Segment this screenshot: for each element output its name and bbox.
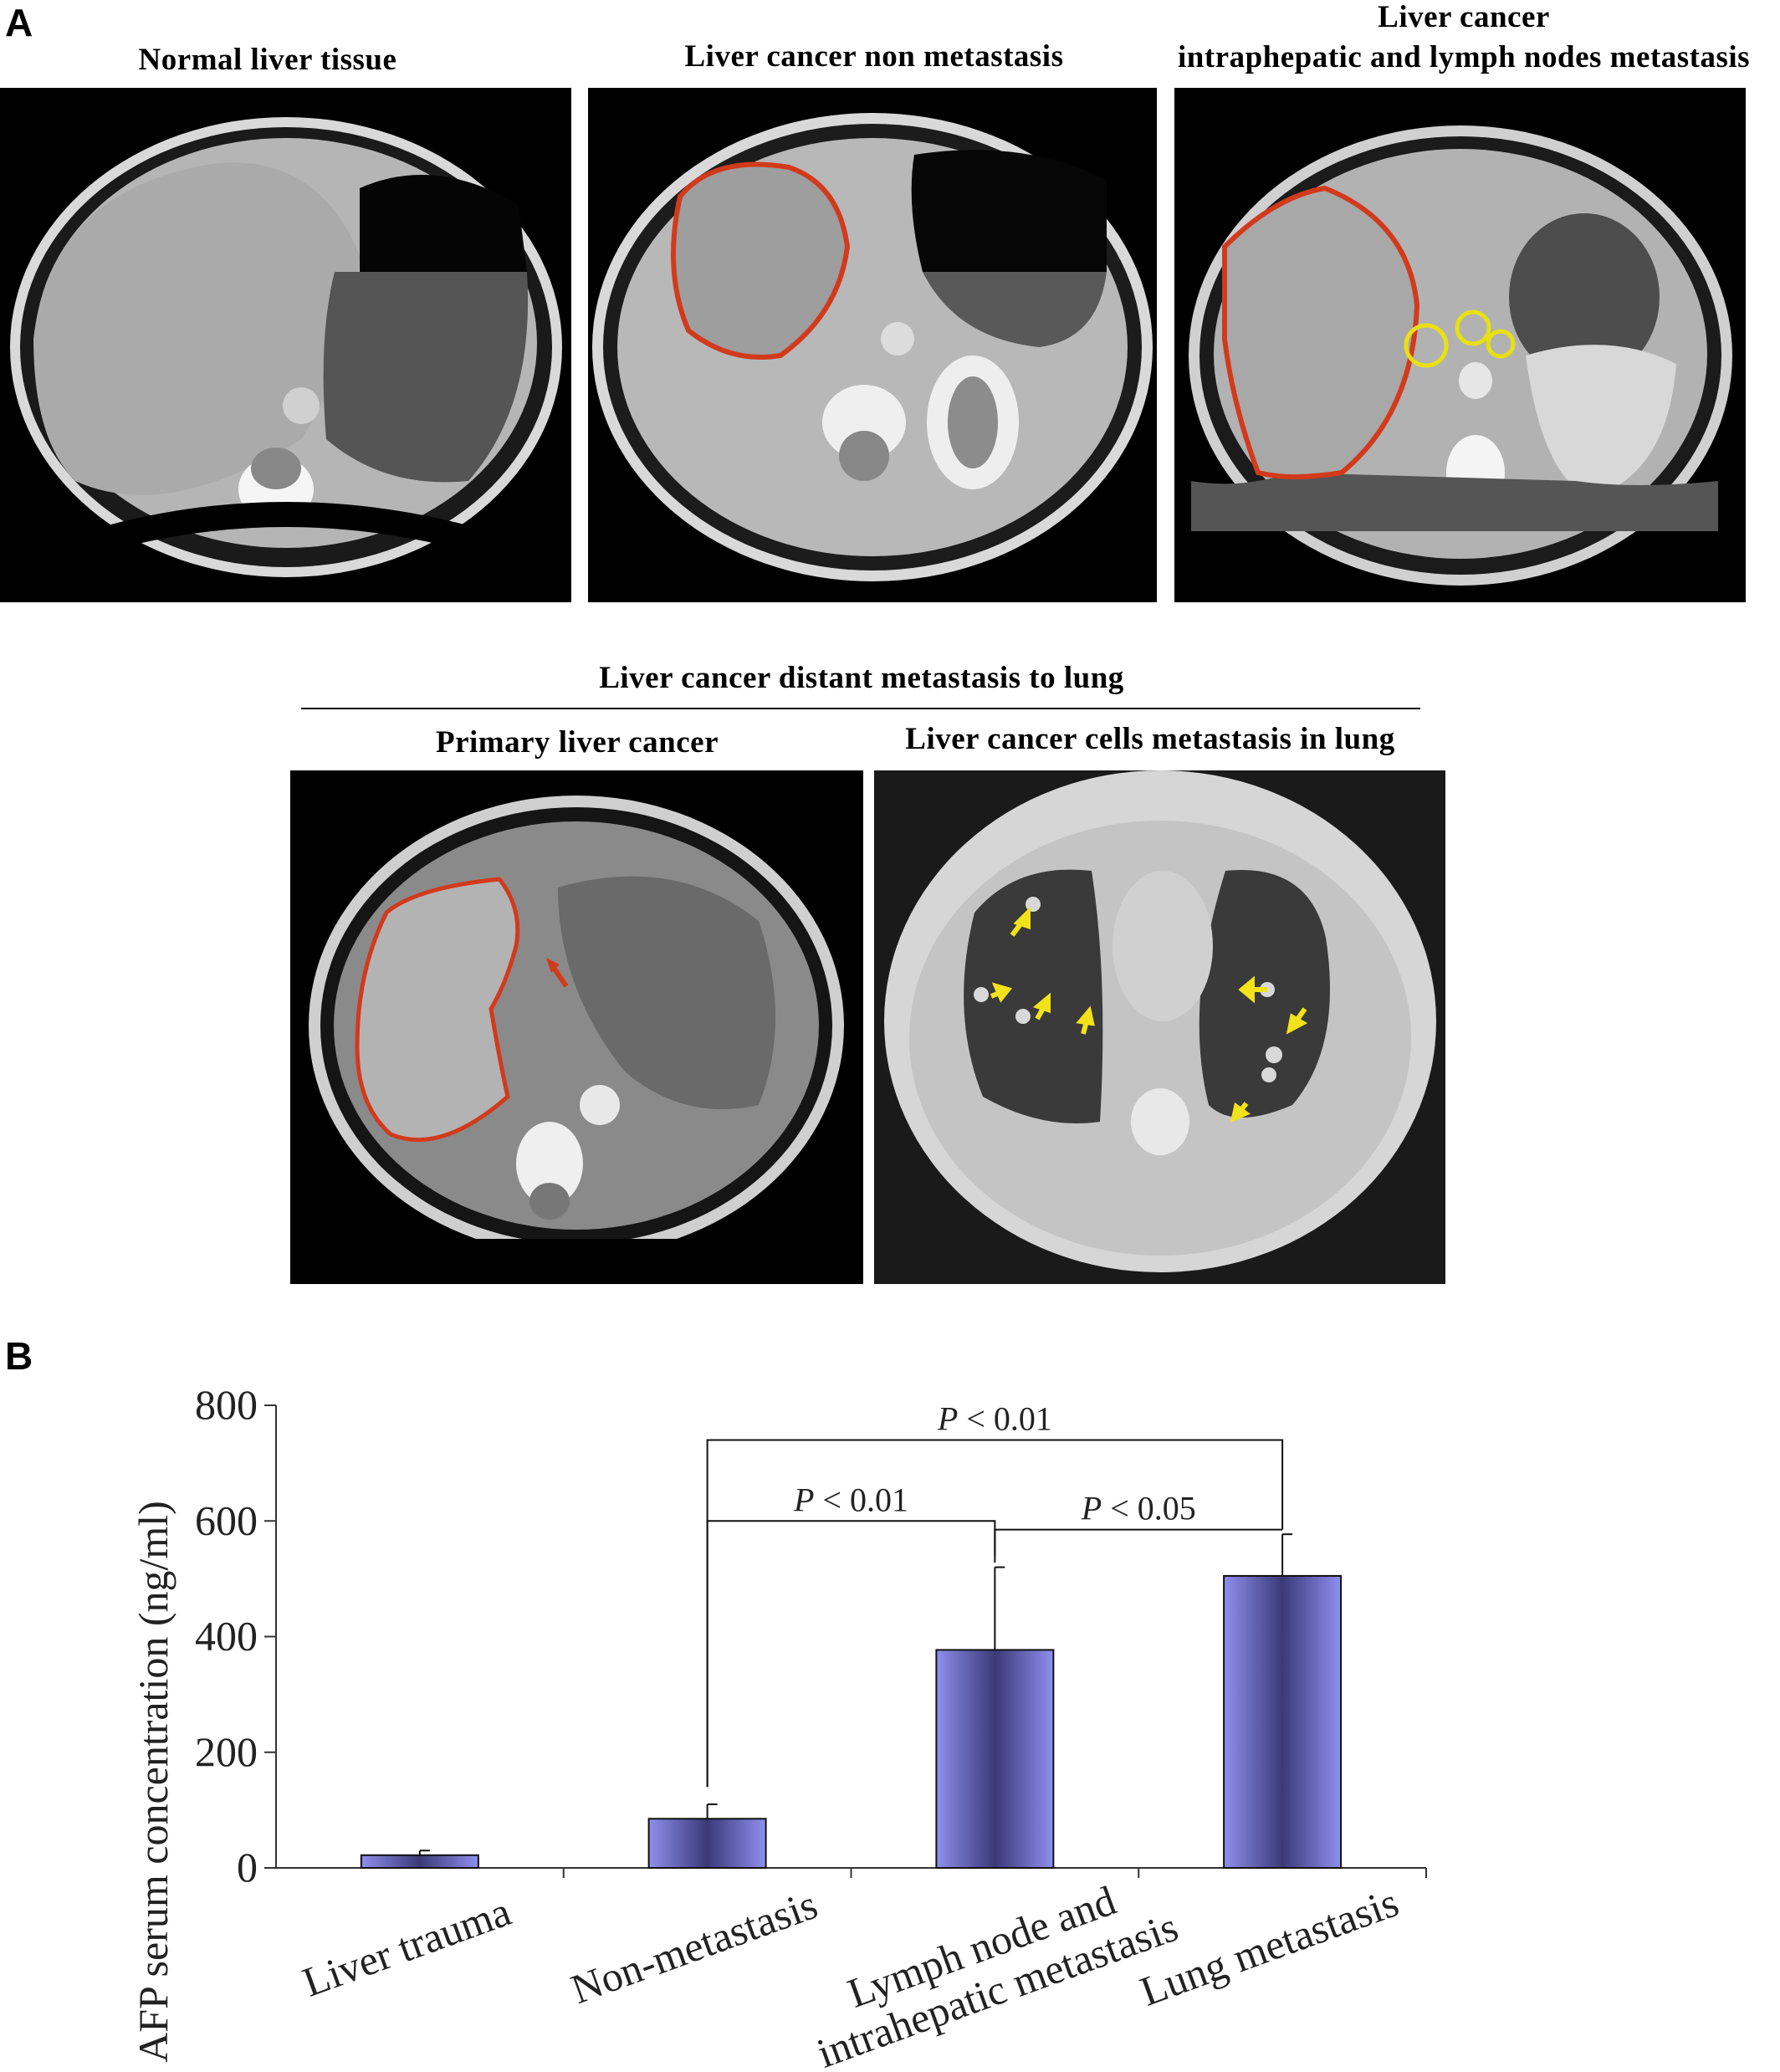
y-tick-label: 600 <box>195 1496 258 1543</box>
afp-bar-chart: AFP serum concentration (ng/ml) 0 200 400 6… <box>130 1381 1427 2072</box>
caption-lung-metastasis: Liver cancer cells metastasis in lung <box>905 722 1395 756</box>
bar <box>935 1649 1055 1869</box>
ct-image-intrahepatic-metastasis <box>1174 88 1746 602</box>
caption-non-metastasis: Liver cancer non metastasis <box>684 39 1064 74</box>
group-divider <box>301 708 1420 709</box>
bars <box>360 1533 1343 1870</box>
panel-a-label: A <box>5 1 33 44</box>
significance-label: P < 0.01 <box>793 1481 908 1518</box>
y-tick-label: 400 <box>195 1613 258 1660</box>
x-tick-labels: Liver trauma Non-metastasis Lymph node and… <box>297 1876 1404 2072</box>
tumor-outline <box>671 161 851 360</box>
significance-bracket <box>994 1528 1283 1556</box>
x-tick-label-group: Non-metastasis <box>565 1880 823 2013</box>
significance-label: P < 0.05 <box>1081 1490 1196 1527</box>
tumor-outline <box>355 877 520 1142</box>
x-tick-label: Liver trauma <box>297 1887 517 2005</box>
caption-distant-group: Liver cancer distant metastasis to lung <box>599 661 1124 695</box>
y-tick-label: 0 <box>237 1844 258 1890</box>
x-tick-label: Non-metastasis <box>565 1880 823 2013</box>
lymph-node-circle <box>1455 310 1491 346</box>
lymph-node-circle <box>1486 329 1516 359</box>
x-tick-label-group: Liver trauma <box>297 1887 517 2005</box>
ct-image-lung-metastasis <box>874 770 1445 1284</box>
panel-b-label: B <box>5 1334 33 1378</box>
caption-primary-liver-cancer: Primary liver cancer <box>435 725 719 760</box>
lung-arrows <box>990 906 1308 1123</box>
y-tick-label: 200 <box>195 1728 258 1775</box>
bar <box>647 1818 767 1870</box>
bar <box>360 1854 479 1869</box>
significance-label: P < 0.01 <box>937 1399 1052 1437</box>
axes: 0 200 400 600 800 <box>195 1381 1427 1890</box>
y-tick-label: 800 <box>195 1381 258 1428</box>
tumor-outline <box>1222 185 1420 479</box>
caption-intrahepatic-line1: Liver cancer <box>1378 0 1550 34</box>
ct-image-non-metastasis <box>588 88 1157 602</box>
caption-intrahepatic-line2: intraphepatic and lymph nodes metastasis <box>1177 40 1751 74</box>
bar <box>1223 1574 1343 1869</box>
ct-image-normal-liver <box>0 88 571 602</box>
significance-brackets: P < 0.01 P < 0.01 P < 0.05 <box>706 1399 1284 1788</box>
caption-normal-liver: Normal liver tissue <box>138 43 397 77</box>
lymph-node-circle <box>1404 323 1449 368</box>
ct-image-primary-liver-cancer <box>290 770 863 1284</box>
y-axis-label: AFP serum concentration (ng/ml) <box>130 1501 176 2063</box>
